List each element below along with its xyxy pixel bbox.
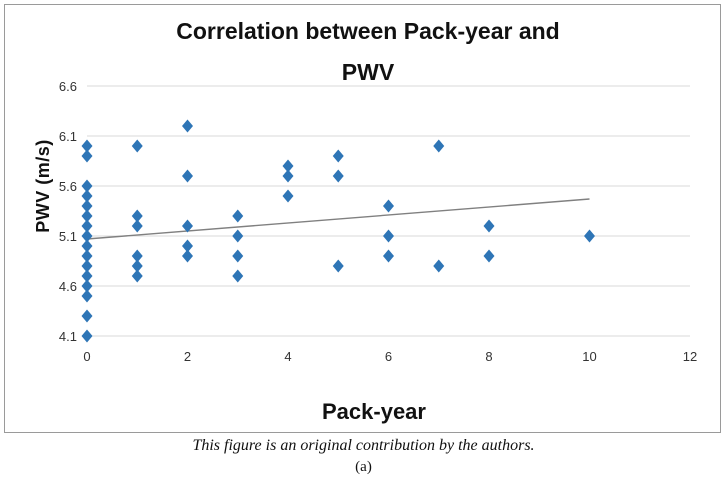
data-point	[282, 189, 294, 203]
figure-sublabel: (a)	[355, 459, 372, 475]
data-point	[584, 229, 595, 243]
data-point	[433, 259, 445, 273]
data-point	[81, 219, 93, 233]
data-point	[131, 259, 143, 273]
data-point	[81, 239, 93, 253]
chart-title-line-1: Correlation between Pack-year and	[176, 18, 559, 44]
data-point	[131, 209, 143, 223]
data-point	[131, 269, 143, 283]
y-tick-label: 5.6	[59, 179, 77, 194]
chart-title-line-2: PWV	[342, 59, 395, 85]
x-tick-label: 10	[582, 349, 596, 364]
data-point	[81, 259, 93, 273]
data-point	[383, 229, 394, 243]
data-point	[232, 229, 244, 243]
y-tick-label: 4.6	[59, 279, 77, 294]
scatter-chart: Correlation between Pack-year and PWV 0 2…	[33, 18, 697, 424]
data-point	[81, 149, 93, 163]
data-point	[81, 199, 93, 213]
data-point	[282, 159, 294, 173]
chart-frame: Correlation between Pack-year and PWV 0 2…	[4, 4, 721, 433]
x-tick-label: 8	[485, 349, 492, 364]
data-point	[383, 199, 394, 213]
data-point	[81, 209, 93, 223]
data-point	[182, 169, 193, 183]
data-point	[332, 169, 344, 183]
data-point	[81, 189, 93, 203]
data-point	[81, 279, 93, 293]
x-axis-title: Pack-year	[322, 399, 426, 424]
data-point	[81, 229, 93, 243]
data-point	[232, 269, 244, 283]
y-tick-labels: 4.1 4.6 5.1 5.6 6.1 6.6	[59, 79, 77, 344]
x-tick-label: 0	[83, 349, 90, 364]
x-tick-labels: 0 2 4 6 8 10 12	[83, 349, 697, 364]
data-point	[433, 139, 445, 153]
data-point	[81, 269, 93, 283]
data-point	[282, 169, 294, 183]
data-point	[182, 249, 193, 263]
data-point	[182, 239, 193, 253]
data-point	[131, 139, 143, 153]
data-point	[131, 219, 143, 233]
data-point	[483, 249, 495, 263]
x-tick-label: 4	[284, 349, 291, 364]
data-point	[131, 249, 143, 263]
data-point	[81, 179, 93, 193]
y-tick-label: 6.6	[59, 79, 77, 94]
data-point	[182, 119, 193, 133]
x-tick-label: 6	[385, 349, 392, 364]
x-tick-label: 2	[184, 349, 191, 364]
trendline	[86, 198, 590, 240]
data-point	[383, 249, 394, 263]
data-point	[332, 259, 344, 273]
x-tick-label: 12	[683, 349, 697, 364]
data-point	[182, 219, 193, 233]
data-point	[81, 249, 93, 263]
data-point	[232, 209, 244, 223]
y-tick-label: 6.1	[59, 129, 77, 144]
data-point	[332, 149, 344, 163]
data-point	[81, 309, 93, 323]
y-tick-label: 5.1	[59, 229, 77, 244]
y-axis-title: PWV (m/s)	[33, 139, 53, 233]
data-point	[81, 139, 93, 153]
data-point	[81, 329, 93, 343]
data-point	[483, 219, 495, 233]
figure-caption: This figure is an original contribution …	[192, 437, 535, 454]
data-points	[81, 119, 595, 343]
data-point	[81, 289, 93, 303]
y-tick-label: 4.1	[59, 329, 77, 344]
data-point	[232, 249, 244, 263]
